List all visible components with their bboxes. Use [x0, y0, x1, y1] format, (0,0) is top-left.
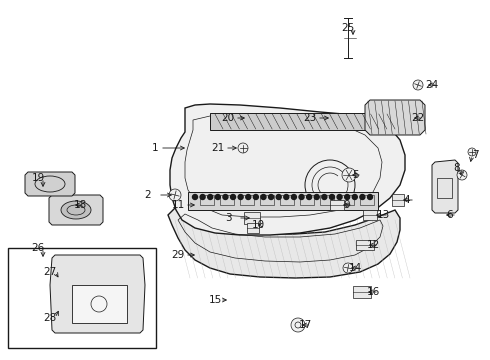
- Circle shape: [57, 273, 67, 283]
- Text: 25: 25: [342, 23, 355, 33]
- Circle shape: [352, 194, 357, 199]
- Text: 2: 2: [145, 190, 151, 200]
- Circle shape: [284, 194, 289, 199]
- Text: 23: 23: [303, 113, 317, 123]
- Text: 24: 24: [425, 80, 439, 90]
- Circle shape: [337, 194, 342, 199]
- Text: 20: 20: [221, 113, 235, 123]
- Circle shape: [314, 194, 319, 199]
- Bar: [356, 240, 374, 250]
- Polygon shape: [188, 192, 378, 210]
- Text: 18: 18: [74, 200, 87, 210]
- Text: 27: 27: [44, 267, 57, 277]
- Circle shape: [169, 189, 181, 201]
- Polygon shape: [365, 100, 425, 135]
- Circle shape: [457, 170, 467, 180]
- Circle shape: [344, 194, 350, 199]
- Text: 22: 22: [412, 113, 425, 123]
- Bar: [392, 194, 404, 206]
- Bar: [330, 200, 344, 210]
- Circle shape: [246, 194, 251, 199]
- Text: 8: 8: [454, 163, 460, 173]
- Text: 5: 5: [352, 170, 358, 180]
- Ellipse shape: [61, 201, 91, 219]
- Text: 6: 6: [447, 210, 453, 220]
- Bar: [280, 195, 294, 205]
- Text: 12: 12: [367, 240, 380, 250]
- Circle shape: [299, 194, 304, 199]
- Text: 21: 21: [211, 143, 224, 153]
- Bar: [260, 195, 274, 205]
- Bar: [340, 195, 354, 205]
- Circle shape: [261, 194, 266, 199]
- Circle shape: [193, 194, 197, 199]
- Circle shape: [322, 194, 327, 199]
- Bar: [220, 195, 234, 205]
- Text: 17: 17: [298, 320, 312, 330]
- Circle shape: [368, 194, 372, 199]
- Polygon shape: [432, 160, 458, 213]
- Bar: [360, 195, 374, 205]
- Circle shape: [238, 143, 248, 153]
- Circle shape: [208, 194, 213, 199]
- Polygon shape: [170, 104, 405, 235]
- Bar: [247, 223, 259, 233]
- Bar: [300, 195, 314, 205]
- Circle shape: [343, 263, 353, 273]
- Circle shape: [215, 194, 221, 199]
- Circle shape: [57, 303, 67, 313]
- Text: 4: 4: [404, 195, 410, 205]
- Polygon shape: [210, 113, 390, 130]
- Bar: [437, 178, 452, 198]
- Text: 16: 16: [367, 287, 380, 297]
- Circle shape: [342, 168, 356, 182]
- Bar: [72, 285, 127, 323]
- Text: 15: 15: [208, 295, 221, 305]
- Text: 7: 7: [472, 150, 478, 160]
- Bar: [244, 212, 260, 224]
- Text: 11: 11: [172, 200, 185, 210]
- Circle shape: [276, 194, 281, 199]
- Text: 13: 13: [376, 210, 390, 220]
- Text: 26: 26: [31, 243, 45, 253]
- Circle shape: [269, 194, 273, 199]
- Bar: [320, 195, 334, 205]
- Polygon shape: [49, 195, 103, 225]
- Bar: [200, 195, 214, 205]
- Text: 10: 10: [251, 220, 265, 230]
- Circle shape: [238, 194, 243, 199]
- Text: 29: 29: [172, 250, 185, 260]
- Circle shape: [253, 194, 258, 199]
- Bar: [8, 248, 156, 348]
- Text: 1: 1: [152, 143, 158, 153]
- Text: 9: 9: [343, 200, 350, 210]
- Text: 28: 28: [44, 313, 57, 323]
- Circle shape: [468, 148, 476, 156]
- Polygon shape: [25, 172, 75, 196]
- Circle shape: [329, 194, 335, 199]
- Circle shape: [413, 80, 423, 90]
- Polygon shape: [50, 255, 145, 333]
- Circle shape: [292, 194, 296, 199]
- Circle shape: [223, 194, 228, 199]
- Circle shape: [307, 194, 312, 199]
- Circle shape: [291, 318, 305, 332]
- Polygon shape: [168, 205, 400, 278]
- Bar: [240, 195, 254, 205]
- Bar: [353, 286, 371, 298]
- Text: 19: 19: [31, 173, 45, 183]
- Text: 3: 3: [225, 213, 231, 223]
- Circle shape: [230, 194, 236, 199]
- Bar: [363, 210, 377, 220]
- Circle shape: [200, 194, 205, 199]
- Circle shape: [360, 194, 365, 199]
- Text: 14: 14: [348, 263, 362, 273]
